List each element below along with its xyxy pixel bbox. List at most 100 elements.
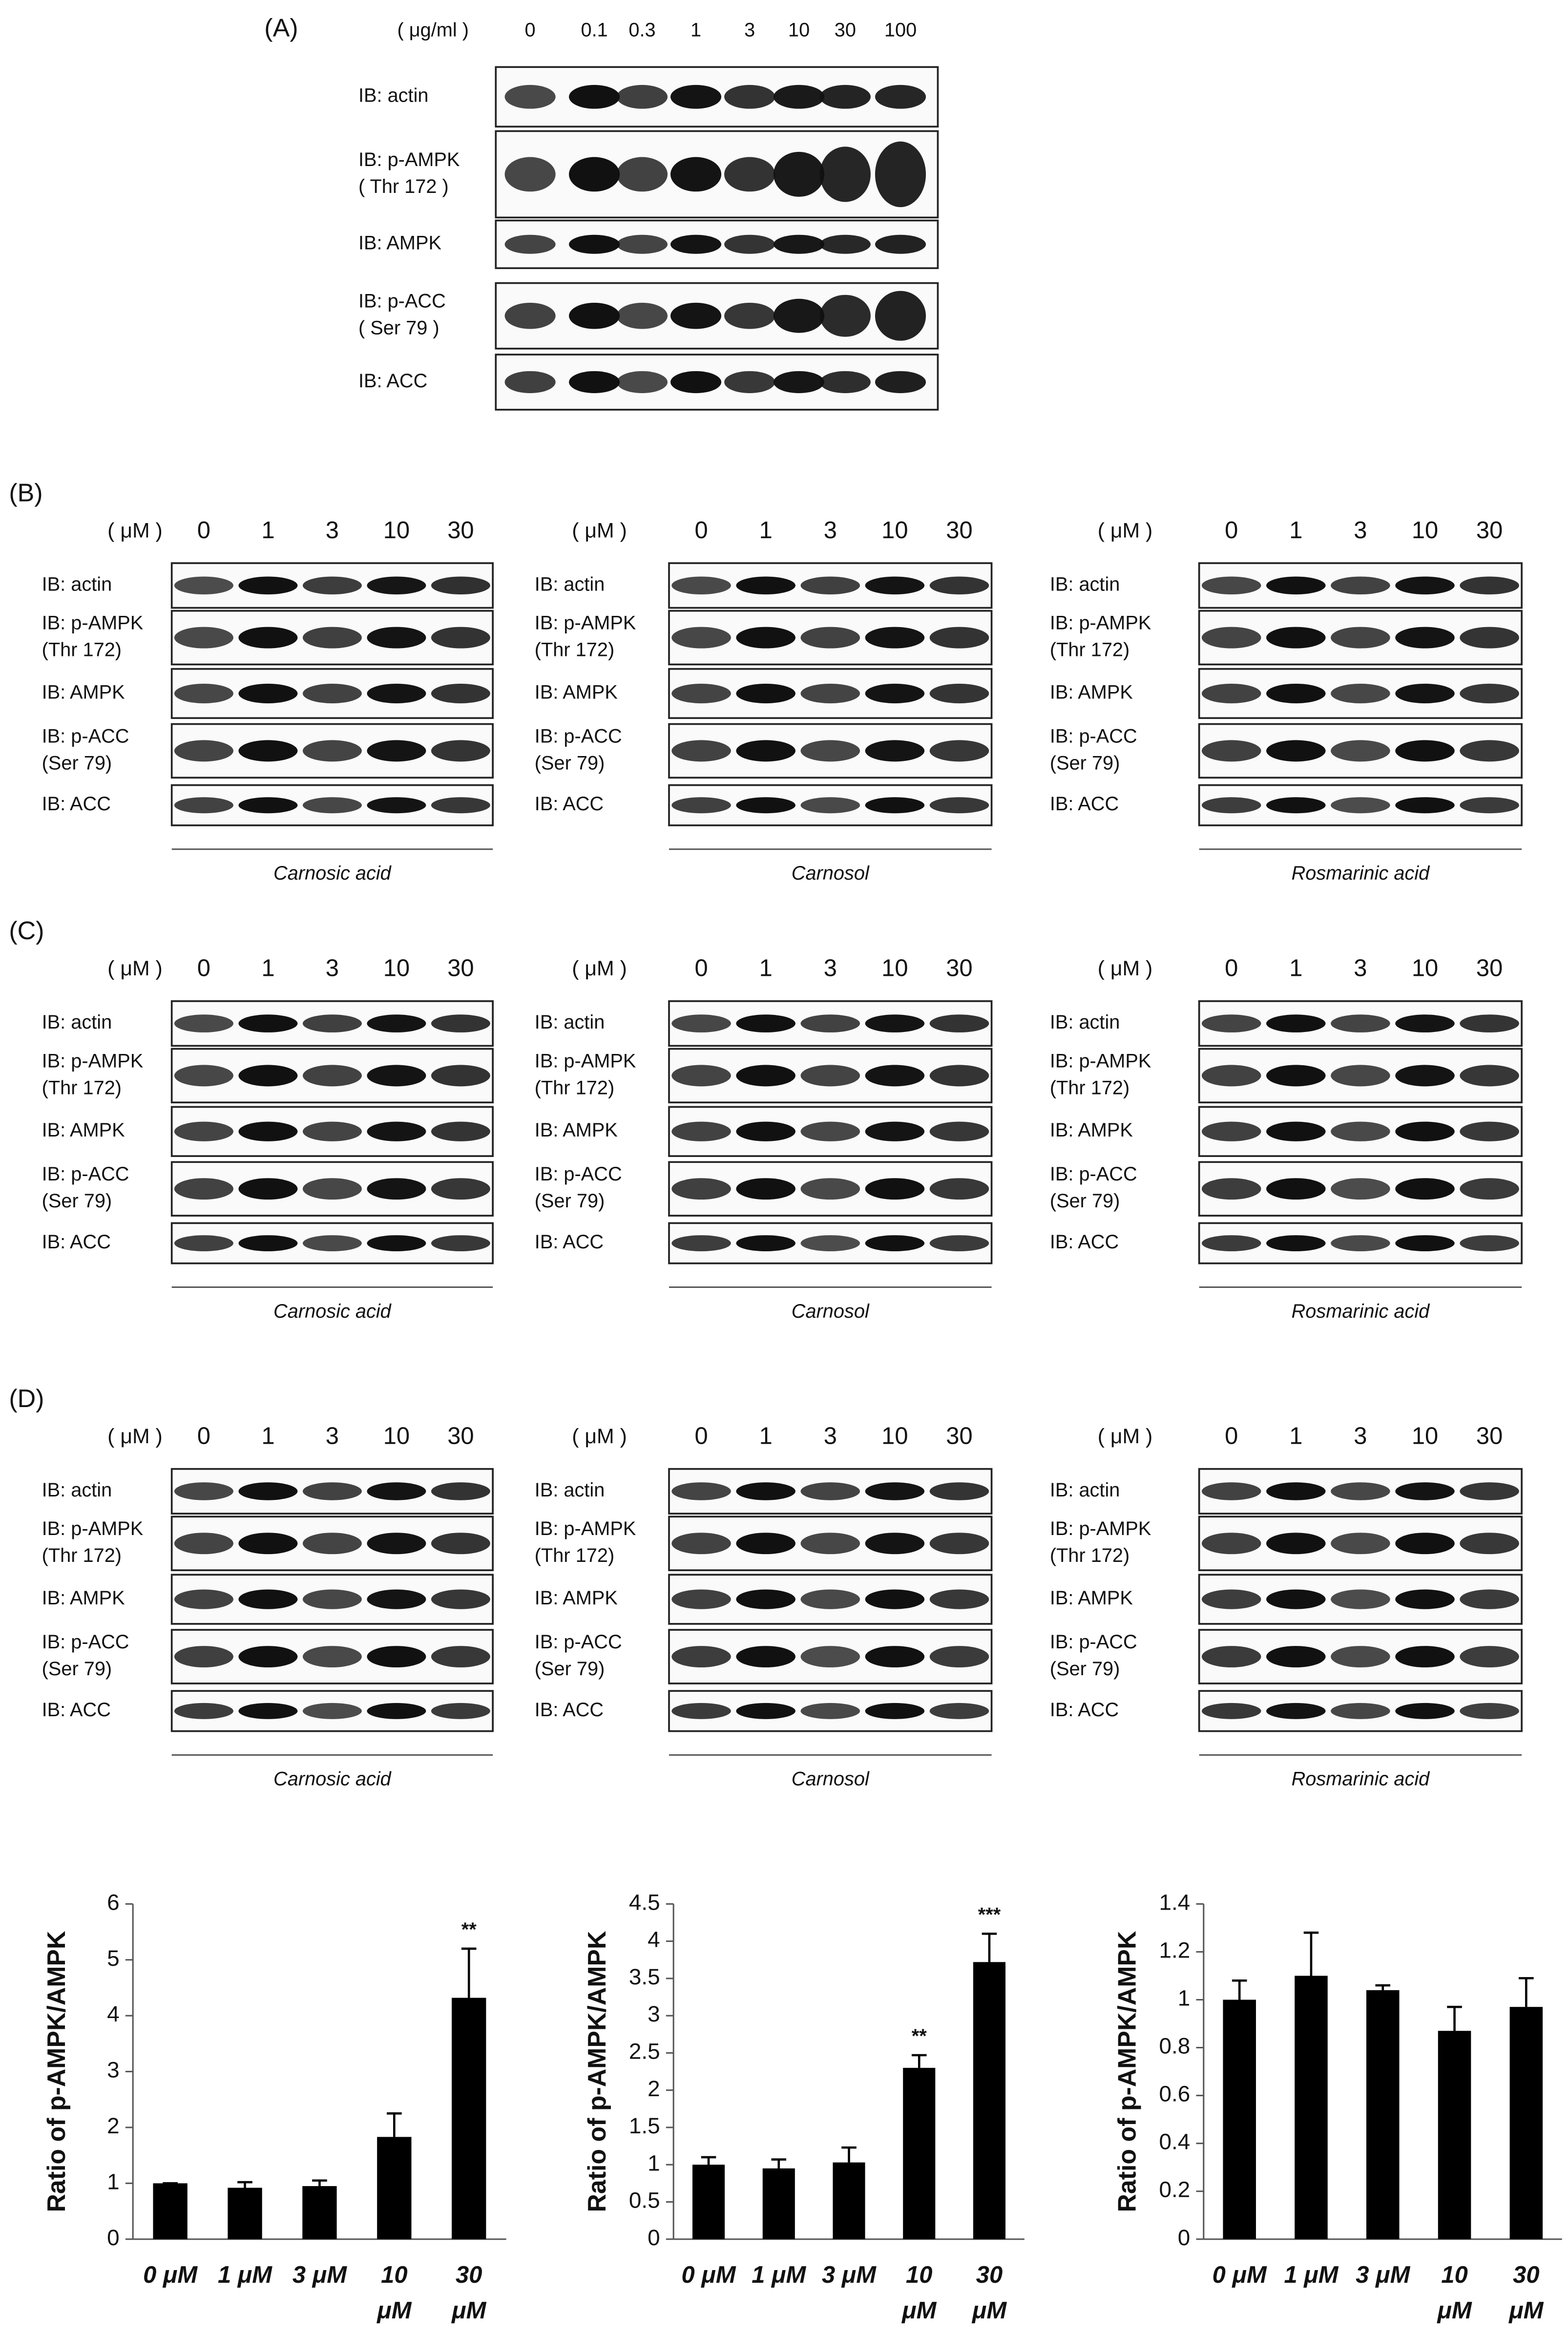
compound-label: Rosmarinic acid <box>1292 1301 1431 1322</box>
band <box>1266 683 1326 704</box>
error-bar <box>982 1933 997 1962</box>
band <box>800 1235 860 1252</box>
band <box>774 84 825 109</box>
band <box>431 1121 490 1141</box>
y-tick-label: 1 <box>1178 1986 1191 2011</box>
error-bar <box>1303 1931 1319 1976</box>
band <box>865 576 925 595</box>
error-bar <box>1232 1979 1247 2000</box>
row-label: (Ser 79) <box>42 1190 112 1212</box>
y-tick-label: 0.8 <box>1159 2034 1191 2059</box>
x-tick-label: 1 μM <box>1284 2262 1338 2288</box>
y-axis-title: Ratio of p-AMPK/AMPK <box>583 1931 611 2212</box>
y-tick-label: 0.5 <box>629 2188 660 2213</box>
row-label: IB: AMPK <box>1050 681 1133 703</box>
band <box>1395 1589 1455 1609</box>
error-bar <box>312 2179 327 2187</box>
band <box>1395 1121 1455 1141</box>
row-label: IB: AMPK <box>358 232 442 254</box>
band <box>431 627 490 649</box>
band <box>367 740 426 762</box>
y-tick-label: 3 <box>648 2001 660 2026</box>
dose-label: 1 <box>759 1423 773 1450</box>
band <box>724 302 775 329</box>
band <box>1331 1014 1390 1032</box>
x-tick-label: 30 <box>1513 2262 1539 2288</box>
row-label: IB: actin <box>535 1479 605 1501</box>
compound-label: Carnosic acid <box>273 1768 392 1790</box>
band <box>929 1121 989 1141</box>
band <box>671 1533 731 1555</box>
band <box>174 1121 233 1141</box>
bar <box>452 1998 486 2239</box>
unit-label: ( μM ) <box>107 519 163 542</box>
row-label: IB: p-ACC <box>535 1163 622 1185</box>
band <box>302 1646 362 1667</box>
dose-label: 30 <box>447 955 474 982</box>
dose-label: 1 <box>690 20 701 41</box>
row-label: IB: ACC <box>535 1231 604 1253</box>
unit-label: ( μM ) <box>572 519 627 542</box>
band <box>1201 1646 1261 1667</box>
dose-label: 0 <box>1225 955 1238 982</box>
x-tick-label: μM <box>1436 2297 1472 2324</box>
band <box>302 1014 362 1032</box>
band <box>569 302 620 329</box>
band <box>736 1065 795 1087</box>
band <box>671 1703 731 1719</box>
row-label: IB: actin <box>1050 1479 1120 1501</box>
band <box>238 1178 298 1200</box>
band <box>1201 740 1261 762</box>
band <box>238 1703 298 1719</box>
band <box>1460 1646 1519 1667</box>
band <box>819 84 871 109</box>
row-label: IB: p-ACC <box>1050 1631 1137 1653</box>
row-label: IB: ACC <box>535 1699 604 1721</box>
band <box>819 147 871 202</box>
band <box>174 797 233 814</box>
band <box>238 1646 298 1667</box>
band <box>1201 1014 1261 1032</box>
y-tick-label: 1.4 <box>1159 1890 1191 1915</box>
band <box>774 151 825 197</box>
band <box>1460 1065 1519 1087</box>
band <box>865 1014 925 1032</box>
x-tick-label: μM <box>1508 2297 1544 2324</box>
row-label: (Thr 172) <box>42 1545 122 1566</box>
band <box>800 1533 860 1555</box>
band <box>174 1178 233 1200</box>
band <box>616 234 668 254</box>
unit-label: ( μM ) <box>1098 957 1153 980</box>
band <box>800 683 860 704</box>
band <box>1266 1589 1326 1609</box>
band <box>238 576 298 595</box>
panel-label: (B) <box>9 479 42 507</box>
error-bar <box>911 2054 927 2068</box>
y-tick-label: 3 <box>107 2058 120 2083</box>
unit-label: ( μM ) <box>107 957 163 980</box>
y-tick-label: 0.4 <box>1159 2129 1191 2154</box>
band <box>1331 1646 1390 1667</box>
band <box>671 1482 731 1500</box>
bar <box>973 1962 1006 2239</box>
band <box>174 1533 233 1555</box>
dose-label: 0 <box>525 20 536 41</box>
band <box>367 1178 426 1200</box>
band <box>569 84 620 109</box>
dose-label: 0 <box>694 955 708 982</box>
band <box>670 371 722 393</box>
band <box>174 1646 233 1667</box>
dose-label: 10 <box>383 955 410 982</box>
band <box>1460 797 1519 814</box>
x-tick-label: 10 <box>1441 2262 1467 2288</box>
band <box>800 1121 860 1141</box>
band <box>238 797 298 814</box>
band <box>238 1235 298 1252</box>
dose-label: 10 <box>1412 517 1438 544</box>
y-tick-label: 1 <box>648 2150 660 2175</box>
band <box>774 371 825 393</box>
band <box>238 1065 298 1087</box>
dose-label: 30 <box>946 1423 972 1450</box>
band <box>367 1533 426 1555</box>
band <box>671 1235 731 1252</box>
